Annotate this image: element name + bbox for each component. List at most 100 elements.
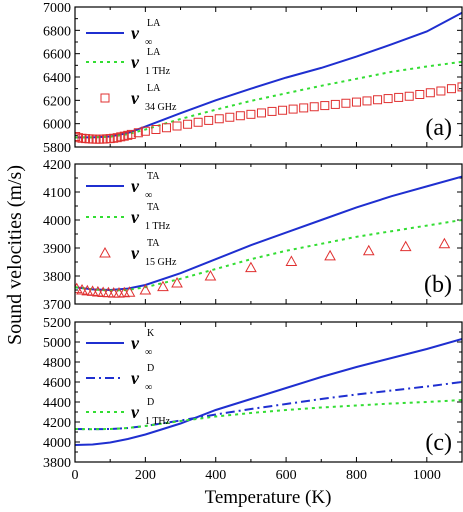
y-tick-label: 4100 xyxy=(43,186,71,201)
data-point-square xyxy=(126,129,136,139)
data-point-square xyxy=(330,99,340,109)
data-point-square xyxy=(256,108,266,118)
legend-label: v xyxy=(131,207,140,227)
series-group xyxy=(75,175,462,298)
legend-label-subscript: 15 GHz xyxy=(145,257,177,268)
legend-label-subscript: 1 THz xyxy=(145,416,171,427)
legend-label-subscript: ∞ xyxy=(145,382,152,393)
data-point-square xyxy=(140,126,150,136)
data-point-square xyxy=(225,112,235,122)
legend-marker-square xyxy=(100,93,110,103)
x-axis-label: Temperature (K) xyxy=(205,487,332,508)
y-tick-label: 3800 xyxy=(43,456,71,471)
data-point-triangle xyxy=(204,269,217,281)
data-point-triangle xyxy=(139,283,152,295)
legend-label: v xyxy=(131,52,140,72)
data-point-triangle xyxy=(86,285,99,296)
data-point-square xyxy=(183,119,193,129)
x-tick-label: 400 xyxy=(205,468,226,483)
data-point-square xyxy=(172,121,182,131)
series-line-2 xyxy=(75,219,462,292)
y-tick-label: 5000 xyxy=(43,336,71,351)
data-point-triangle xyxy=(438,237,451,249)
legend-label-superscript: TA xyxy=(147,202,160,213)
data-point-triangle xyxy=(324,249,336,261)
data-point-square xyxy=(151,125,161,134)
data-point-triangle xyxy=(123,286,136,297)
data-point-square xyxy=(415,90,425,99)
y-tick-label: 6800 xyxy=(43,24,71,39)
data-point-square xyxy=(309,102,319,112)
legend-label-superscript: K xyxy=(147,328,155,339)
legend-label: v xyxy=(131,333,140,353)
data-point-square xyxy=(299,103,309,113)
y-tick-label: 7000 xyxy=(43,1,71,16)
data-point-square xyxy=(246,109,256,119)
x-tick-label: 600 xyxy=(276,468,297,483)
data-point-square xyxy=(446,84,456,94)
data-point-triangle xyxy=(81,284,94,296)
legend-label: v xyxy=(131,402,140,422)
data-point-triangle xyxy=(75,282,83,294)
legend-label-superscript: LA xyxy=(147,18,161,29)
y-tick-label: 5200 xyxy=(43,316,71,331)
plot-frame xyxy=(74,321,463,463)
y-tick-label: 4000 xyxy=(43,214,71,229)
y-tick-label: 6200 xyxy=(43,94,71,109)
series-line-1 xyxy=(75,338,462,446)
data-point-square xyxy=(436,86,446,96)
series-line-2 xyxy=(75,60,462,139)
legend-label-superscript: LA xyxy=(147,83,161,94)
data-point-square xyxy=(351,97,361,107)
data-point-square xyxy=(267,106,277,116)
data-point-triangle xyxy=(171,276,183,288)
y-tick-label: 4200 xyxy=(43,158,71,173)
data-point-square xyxy=(193,117,203,127)
legend-label-subscript: ∞ xyxy=(145,190,152,201)
data-point-triangle xyxy=(362,244,375,256)
legend-label-subscript: 34 GHz xyxy=(145,102,177,113)
data-point-triangle xyxy=(157,280,169,292)
legend: v K∞v D∞v D1 THz xyxy=(86,328,171,427)
y-axis-label: Sound velocities (m/s) xyxy=(4,165,26,345)
legend-label-superscript: D xyxy=(147,363,154,374)
data-point-square xyxy=(204,115,214,125)
data-point-square xyxy=(383,94,393,104)
legend-label-subscript: 1 THz xyxy=(145,66,171,77)
plot-frame xyxy=(74,163,463,305)
legend-label: v xyxy=(131,243,140,263)
y-tick-label: 6400 xyxy=(43,71,71,86)
y-tick-label: 4400 xyxy=(43,396,71,411)
legend-label-superscript: D xyxy=(147,397,154,408)
data-point-square xyxy=(278,105,288,115)
series-line-2 xyxy=(75,381,462,431)
legend-label-superscript: LA xyxy=(147,47,161,58)
data-point-triangle xyxy=(285,255,298,266)
data-point-square xyxy=(425,88,435,98)
data-point-square xyxy=(373,95,383,105)
data-point-square xyxy=(288,104,298,114)
y-tick-label: 4600 xyxy=(43,376,71,391)
data-point-square xyxy=(161,123,171,133)
y-tick-label: 3900 xyxy=(43,242,71,257)
data-point-square xyxy=(341,98,351,108)
data-point-square xyxy=(362,96,372,106)
legend-marker-triangle xyxy=(99,246,111,258)
y-tick-label: 4800 xyxy=(43,356,71,371)
y-tick-label: 6000 xyxy=(43,118,71,133)
series-group xyxy=(75,11,462,144)
series-group xyxy=(75,338,462,446)
data-point-square xyxy=(404,91,414,101)
y-tick-label: 6600 xyxy=(43,48,71,63)
data-point-square xyxy=(235,111,245,121)
y-tick-label: 3800 xyxy=(43,270,71,285)
data-point-square xyxy=(394,92,404,102)
x-tick-label: 0 xyxy=(72,468,79,483)
data-point-triangle xyxy=(76,283,88,295)
panel-label: (b) xyxy=(424,272,452,298)
x-tick-label: 1000 xyxy=(413,468,441,483)
